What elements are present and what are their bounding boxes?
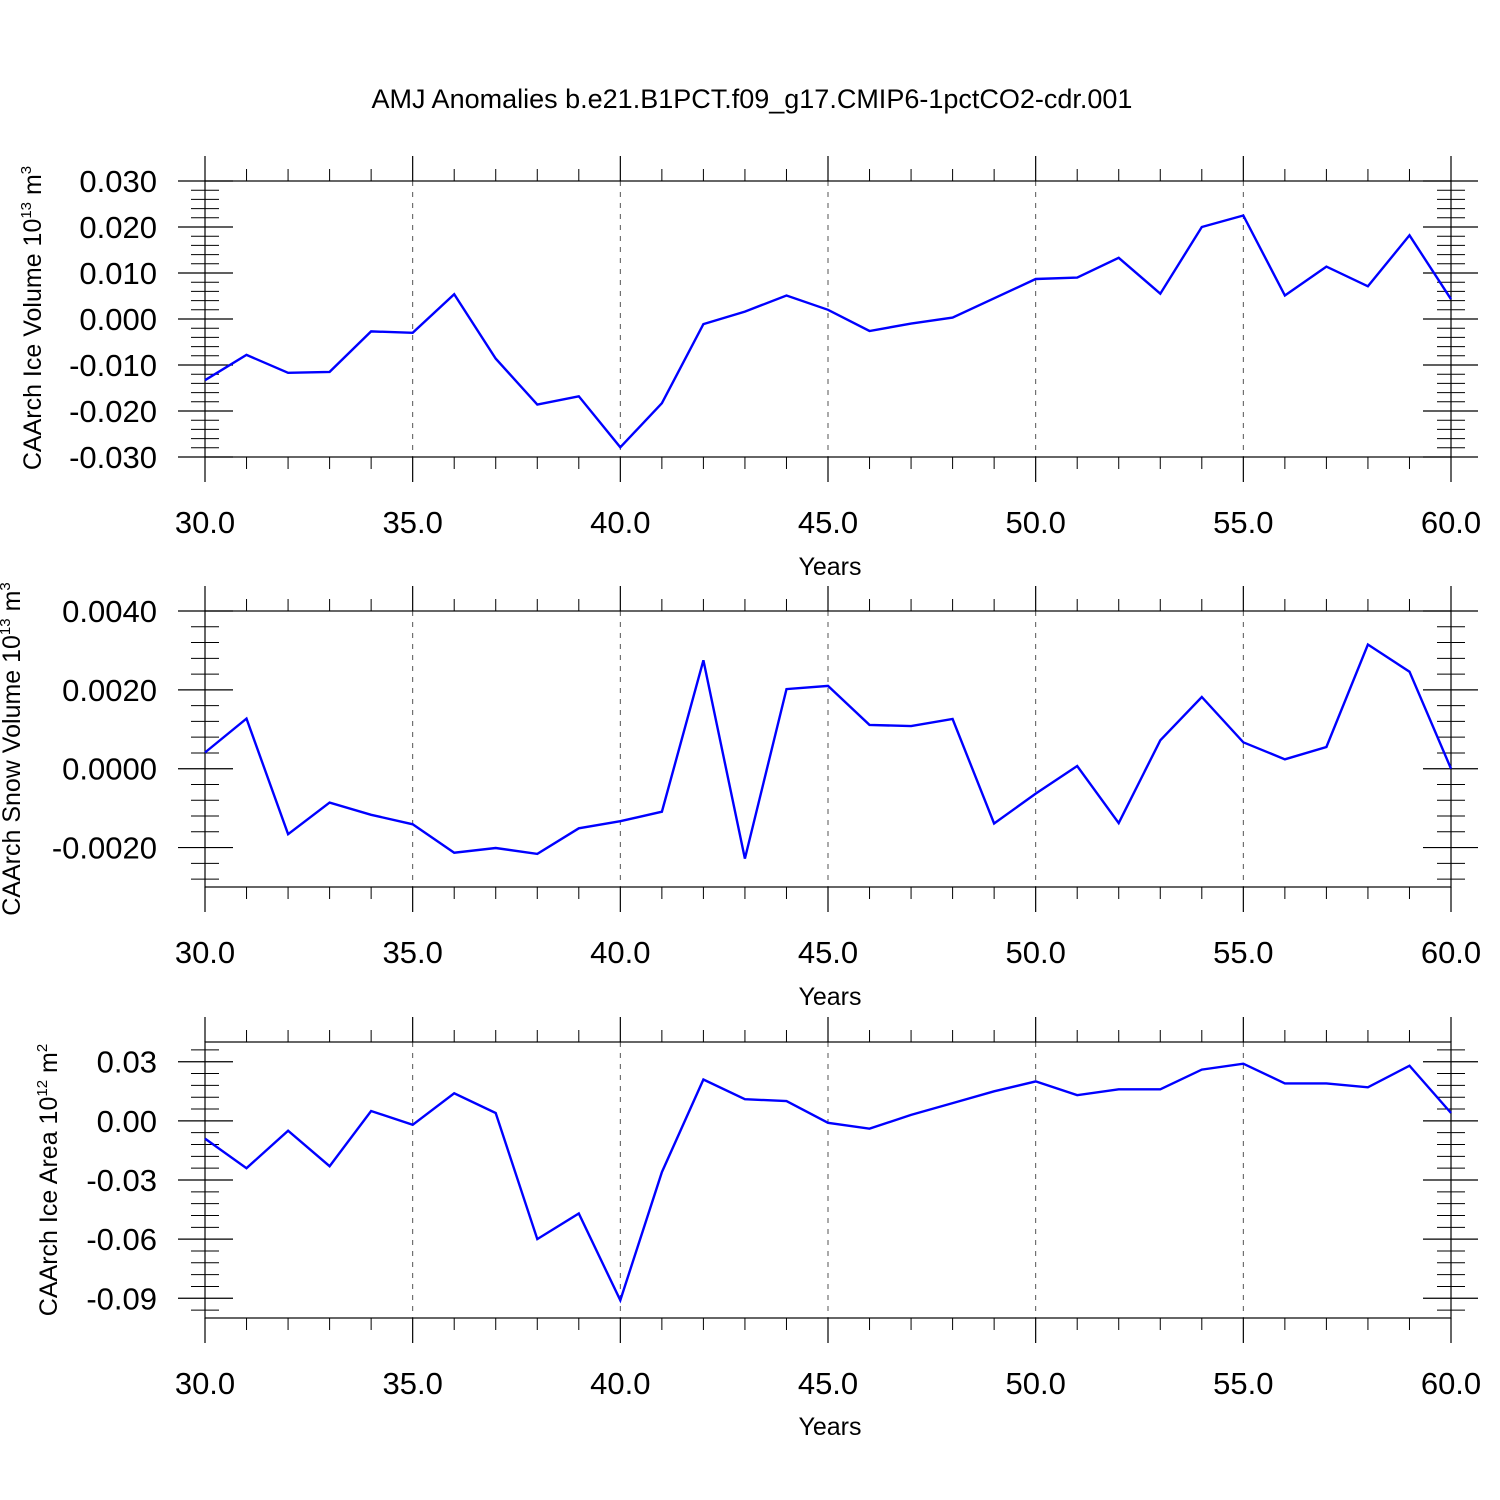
- y-tick-label: 0.00: [97, 1104, 157, 1139]
- series-line: [204, 1062, 1452, 1304]
- snow-volume-panel: Years CAArch Snow Volume 1013 m3 30.0 35.…: [0, 582, 1481, 1011]
- x-tick-label: 45.0: [798, 1366, 858, 1401]
- y-tick-label: 0.020: [79, 210, 157, 245]
- x-tick-label: 55.0: [1213, 935, 1273, 970]
- x-tick-label: 50.0: [1005, 505, 1065, 540]
- y-axis-label: CAArch Ice Area 1012 m2: [34, 1044, 63, 1316]
- x-tick-label: 50.0: [1005, 935, 1065, 970]
- x-tick-label: 60.0: [1421, 505, 1481, 540]
- series-line: [204, 642, 1453, 859]
- x-axis-label: Years: [798, 983, 861, 1011]
- x-tick-label: 35.0: [382, 505, 442, 540]
- x-tick-label: 40.0: [590, 1366, 650, 1401]
- y-tick-label: -0.010: [69, 348, 157, 383]
- y-tick-label: 0.03: [97, 1045, 157, 1080]
- x-tick-label: 35.0: [382, 1366, 442, 1401]
- x-tick-label: 45.0: [798, 935, 858, 970]
- x-tick-label: 55.0: [1213, 505, 1273, 540]
- x-tick-label: 30.0: [175, 505, 235, 540]
- y-tick-label: -0.03: [86, 1163, 157, 1198]
- y-tick-label: -0.0020: [52, 831, 157, 866]
- y-tick-label: 0.0040: [62, 594, 157, 629]
- y-tick-label: -0.09: [86, 1281, 157, 1316]
- y-tick-label: -0.06: [86, 1222, 157, 1257]
- y-tick-label: 0.0000: [62, 752, 157, 787]
- x-axis-label: Years: [798, 1413, 861, 1441]
- x-tick-label: 60.0: [1421, 1366, 1481, 1401]
- x-axis-label: Years: [798, 553, 861, 581]
- y-axis-label: CAArch Snow Volume 1013 m3: [0, 582, 26, 916]
- x-tick-label: 60.0: [1421, 935, 1481, 970]
- y-axis-label: CAArch Ice Volume 1013 m3: [18, 166, 47, 470]
- x-tick-label: 35.0: [382, 935, 442, 970]
- x-tick-label: 30.0: [175, 1366, 235, 1401]
- y-tick-label: 0.0020: [62, 673, 157, 708]
- x-tick-label: 30.0: [175, 935, 235, 970]
- x-tick-label: 40.0: [590, 935, 650, 970]
- y-tick-label: -0.020: [69, 394, 157, 429]
- ice-volume-panel: Years CAArch Ice Volume 1013 m3 30.0 35.0…: [18, 156, 1481, 581]
- x-tick-label: 40.0: [590, 505, 650, 540]
- y-tick-label: -0.030: [69, 440, 157, 475]
- x-tick-label: 45.0: [798, 505, 858, 540]
- y-tick-label: 0.010: [79, 256, 157, 291]
- y-tick-label: 0.030: [79, 164, 157, 199]
- series-line: [204, 214, 1453, 450]
- y-tick-label: 0.000: [79, 302, 157, 337]
- chart-title: AMJ Anomalies b.e21.B1PCT.f09_g17.CMIP6-…: [372, 84, 1133, 114]
- x-tick-label: 50.0: [1005, 1366, 1065, 1401]
- ice-area-panel: Years CAArch Ice Area 1012 m2 30.0 35.0 40…: [34, 1017, 1481, 1441]
- x-tick-label: 55.0: [1213, 1366, 1273, 1401]
